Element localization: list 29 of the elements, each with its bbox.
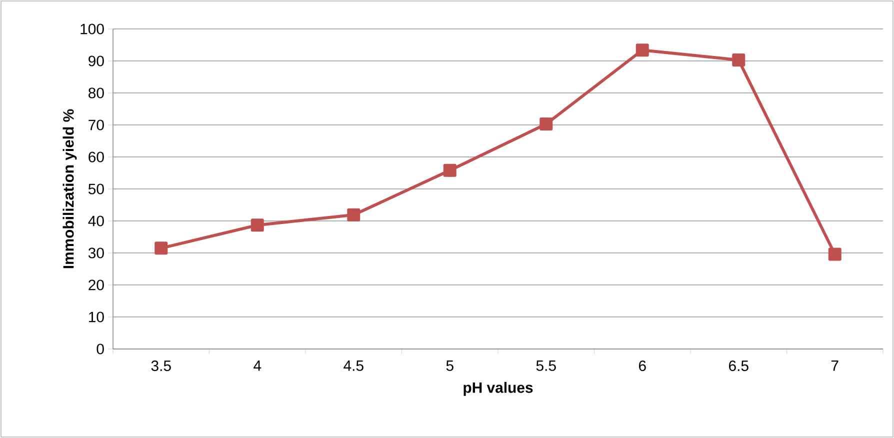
x-tick-label: 4 bbox=[254, 360, 262, 371]
x-tick-label: 7 bbox=[831, 360, 838, 371]
x-tick-label: 3.5 bbox=[151, 360, 171, 372]
y-tick-label: 30 bbox=[88, 248, 104, 258]
point bbox=[347, 208, 360, 222]
y-tick-label: 90 bbox=[88, 56, 104, 66]
y-tick-label: 40 bbox=[88, 216, 104, 226]
y-tick-label: 70 bbox=[88, 120, 104, 130]
point bbox=[540, 118, 553, 131]
y-tick-label: 0 bbox=[96, 344, 104, 354]
y-tick-label: 10 bbox=[89, 312, 104, 322]
point bbox=[443, 164, 456, 177]
y-tick-label: 100 bbox=[80, 24, 104, 34]
point bbox=[732, 54, 746, 67]
point bbox=[828, 248, 842, 261]
point bbox=[636, 44, 649, 57]
y-tick-label: 80 bbox=[88, 88, 104, 98]
x-tick-label: 5.5 bbox=[536, 360, 556, 371]
y-tick-label: 20 bbox=[88, 280, 104, 290]
y-tick-label: 50 bbox=[88, 184, 104, 194]
point bbox=[154, 242, 168, 255]
y-tick-label: 60 bbox=[88, 152, 104, 162]
x-tick-label: 4.5 bbox=[344, 360, 364, 371]
x-axis-title: pH values bbox=[464, 382, 533, 396]
point bbox=[250, 218, 264, 232]
y-axis-title: Immobilization yield % bbox=[62, 109, 77, 268]
x-tick-label: 5 bbox=[446, 360, 454, 371]
x-tick-label: 6.5 bbox=[729, 360, 748, 372]
x-tick-label: 6 bbox=[638, 360, 646, 372]
